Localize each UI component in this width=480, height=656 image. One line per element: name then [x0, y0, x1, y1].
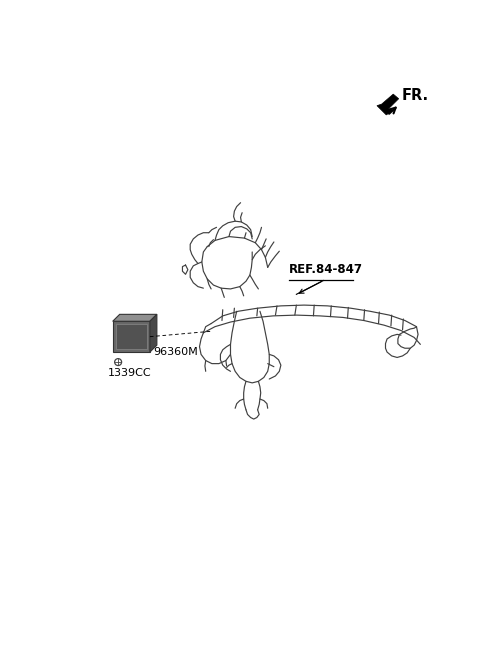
Polygon shape [113, 314, 157, 321]
Polygon shape [150, 314, 157, 352]
Polygon shape [377, 94, 399, 115]
Polygon shape [113, 321, 150, 352]
Text: 96360M: 96360M [153, 347, 198, 357]
Text: FR.: FR. [402, 88, 429, 103]
Text: 1339CC: 1339CC [108, 368, 152, 378]
FancyBboxPatch shape [116, 324, 147, 349]
Text: REF.84-847: REF.84-847 [288, 263, 362, 276]
